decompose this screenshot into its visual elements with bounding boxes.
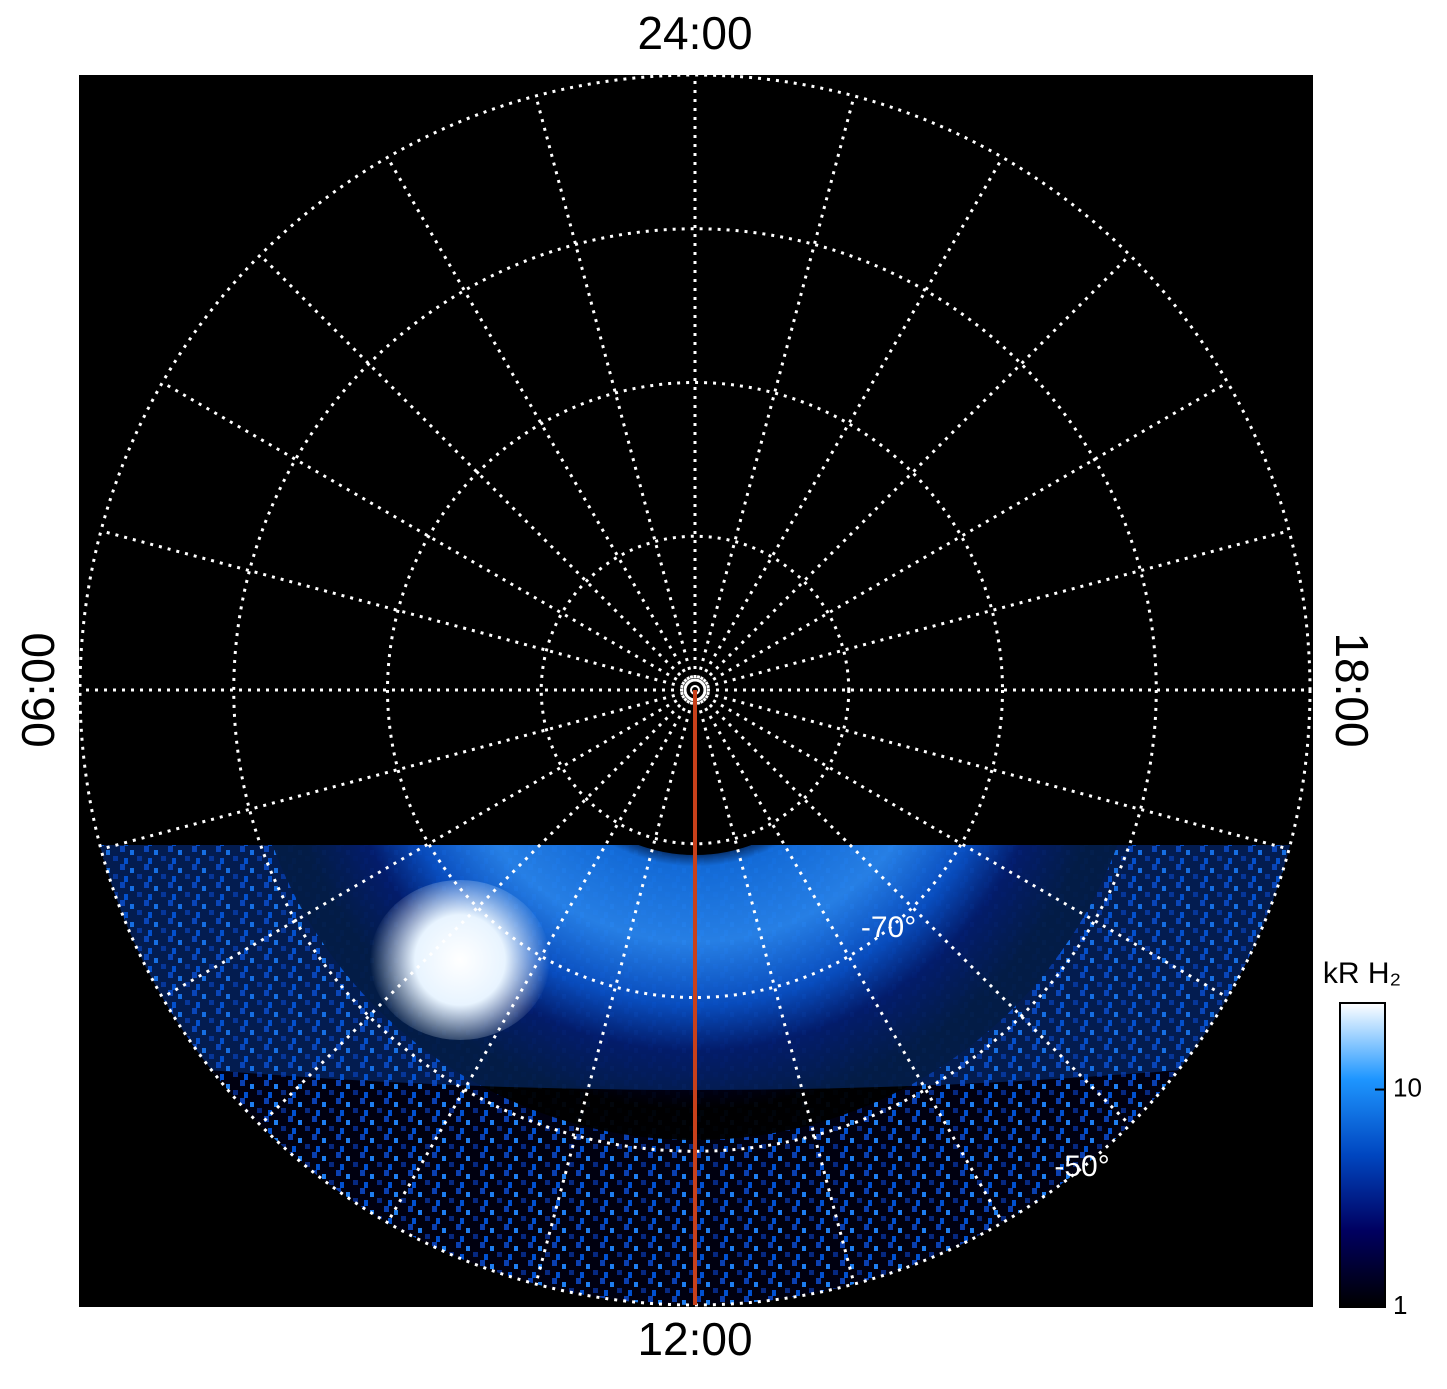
theta-tick-label: 06:00 — [12, 632, 64, 747]
grid-meridian — [100, 691, 684, 851]
grid-meridian — [702, 697, 1131, 1126]
overlay: -70° -50° — [693, 690, 1110, 1305]
r-tick-label: -50° — [1054, 1150, 1109, 1183]
colorbar-title: kR H₂ — [1323, 957, 1401, 990]
colorbar — [1339, 1002, 1386, 1308]
theta-tick-label: 12:00 — [637, 1313, 752, 1365]
grid-meridian — [706, 529, 1290, 689]
grid-circle — [232, 227, 1158, 1153]
grid-meridian — [702, 254, 1131, 683]
grid-meridian — [696, 701, 856, 1285]
theta-tick-label: 24:00 — [637, 7, 752, 59]
grid-meridian — [161, 381, 686, 686]
grid-meridian — [259, 254, 688, 683]
grid-meridian — [696, 95, 856, 679]
grid-meridian — [100, 529, 684, 689]
grid-meridian — [386, 699, 691, 1224]
colorbar-tick-label: 1 — [1393, 1290, 1407, 1320]
grid-meridian — [704, 381, 1229, 686]
colorbar-tick-label: 10 — [1393, 1072, 1422, 1102]
grid-meridian — [259, 697, 688, 1126]
grid-meridian — [699, 156, 1004, 681]
grid-meridian — [699, 699, 1004, 1224]
theta-tick-label: 18:00 — [1326, 632, 1378, 747]
grid-circle — [539, 534, 851, 846]
grid-meridian — [386, 156, 691, 681]
grid-meridian — [534, 701, 694, 1285]
grid-meridian — [161, 694, 686, 999]
grid — [78, 73, 1312, 1307]
grid-meridian — [534, 95, 694, 679]
grid-circle — [386, 381, 1004, 999]
grid-meridian — [704, 694, 1229, 999]
grid-meridian — [706, 691, 1290, 851]
r-tick-label: -70° — [861, 911, 916, 944]
